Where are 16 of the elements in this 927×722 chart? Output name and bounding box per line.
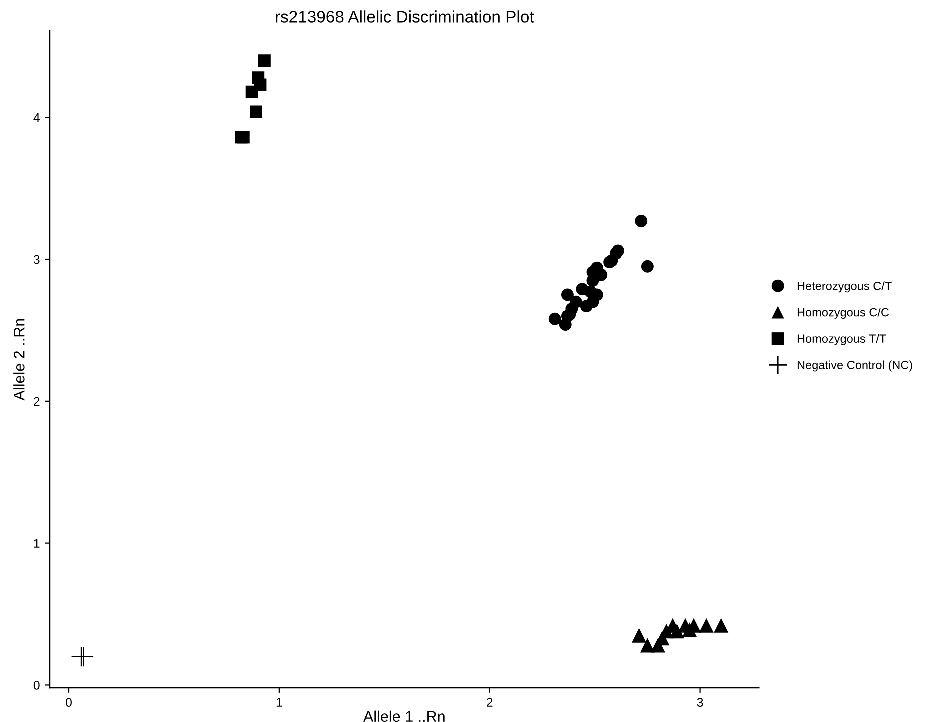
y-tick-label: 3 (34, 255, 40, 264)
y-axis-title: Allele 2 ..Rn (14, 319, 25, 401)
legend-label: Heterozygous C/T (798, 282, 892, 293)
x-tick-label: 1 (276, 698, 282, 707)
y-tick-label: 4 (34, 114, 40, 122)
x-tick-label: 2 (487, 698, 493, 707)
y-tick-label: 0 (34, 681, 40, 690)
legend-label: Negative Control (NC) (798, 360, 912, 372)
x-axis-title: Allele 1 ..Rn (363, 710, 445, 722)
legend-label: Homozygous C/C (798, 308, 890, 320)
legend-label: Homozygous T/T (798, 334, 886, 346)
x-tick-label: 3 (697, 698, 704, 707)
y-tick-label: 2 (34, 397, 40, 406)
chart-title: rs213968 Allelic Discrimination Plot (276, 10, 534, 23)
y-tick-label: 1 (34, 539, 40, 548)
x-tick-label: 0 (66, 698, 72, 707)
